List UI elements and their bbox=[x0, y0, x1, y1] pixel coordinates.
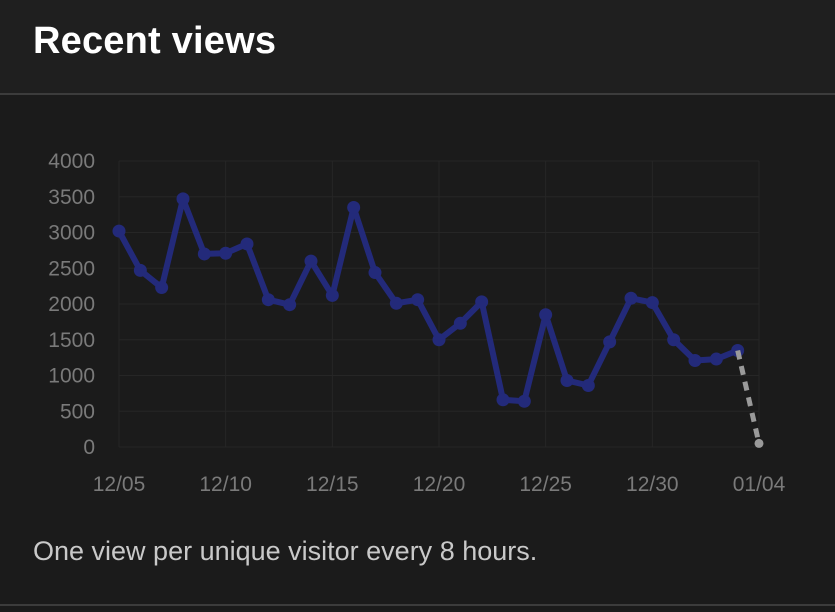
data-point bbox=[667, 333, 681, 347]
y-tick-label: 4000 bbox=[48, 150, 95, 173]
data-point bbox=[496, 393, 510, 407]
data-point bbox=[347, 200, 361, 214]
y-tick-label: 500 bbox=[60, 400, 95, 423]
data-point bbox=[304, 254, 318, 268]
data-point bbox=[261, 293, 275, 307]
y-tick-label: 1000 bbox=[48, 365, 95, 388]
x-tick-label: 12/15 bbox=[306, 473, 359, 496]
data-point bbox=[283, 298, 297, 312]
views-chart: 0 500 1000 1500 2000 2500 3000 3500 4000 12/05 12/… bbox=[0, 130, 835, 510]
x-tick-label: 12/25 bbox=[519, 473, 572, 496]
projection-line bbox=[735, 349, 762, 444]
data-point bbox=[475, 295, 489, 309]
data-point bbox=[603, 335, 617, 349]
views-series-line bbox=[116, 195, 741, 405]
data-point bbox=[176, 192, 190, 206]
data-point bbox=[581, 379, 595, 393]
data-point bbox=[112, 224, 126, 238]
y-tick-label: 2000 bbox=[48, 293, 95, 316]
data-point bbox=[133, 263, 147, 277]
data-point bbox=[624, 291, 638, 305]
data-point bbox=[219, 246, 233, 260]
chart-series bbox=[112, 192, 764, 448]
data-point bbox=[240, 237, 254, 251]
y-tick-label: 2500 bbox=[48, 257, 95, 280]
y-tick-label: 1500 bbox=[48, 329, 95, 352]
x-tick-label: 12/05 bbox=[93, 473, 146, 496]
x-tick-label: 01/04 bbox=[733, 473, 786, 496]
data-point bbox=[325, 288, 339, 302]
data-point bbox=[432, 333, 446, 347]
y-tick-label: 0 bbox=[83, 436, 95, 459]
x-tick-label: 12/10 bbox=[199, 473, 252, 496]
card-header: Recent views bbox=[0, 0, 835, 95]
data-point bbox=[539, 308, 553, 322]
chart-grid bbox=[118, 160, 760, 448]
data-point bbox=[688, 353, 702, 367]
y-tick-label: 3000 bbox=[48, 222, 95, 245]
data-point bbox=[411, 293, 425, 307]
chart-axes: 0 500 1000 1500 2000 2500 3000 3500 4000 12/05 12/… bbox=[48, 150, 785, 496]
projection-point bbox=[754, 438, 764, 448]
data-point bbox=[368, 266, 382, 280]
views-line-chart: 0 500 1000 1500 2000 2500 3000 3500 4000 12/05 12/… bbox=[48, 150, 785, 496]
data-point bbox=[155, 281, 169, 295]
data-point bbox=[517, 394, 531, 408]
data-point bbox=[197, 247, 211, 261]
card-title: Recent views bbox=[33, 20, 277, 62]
x-tick-label: 12/20 bbox=[413, 473, 466, 496]
data-point bbox=[389, 296, 403, 310]
data-point bbox=[560, 374, 574, 388]
data-point bbox=[645, 296, 659, 310]
y-tick-label: 3500 bbox=[48, 186, 95, 209]
data-point bbox=[709, 352, 723, 366]
divider bbox=[0, 604, 835, 606]
x-tick-label: 12/30 bbox=[626, 473, 679, 496]
views-footnote: One view per unique visitor every 8 hour… bbox=[33, 536, 538, 566]
data-point bbox=[453, 316, 467, 330]
